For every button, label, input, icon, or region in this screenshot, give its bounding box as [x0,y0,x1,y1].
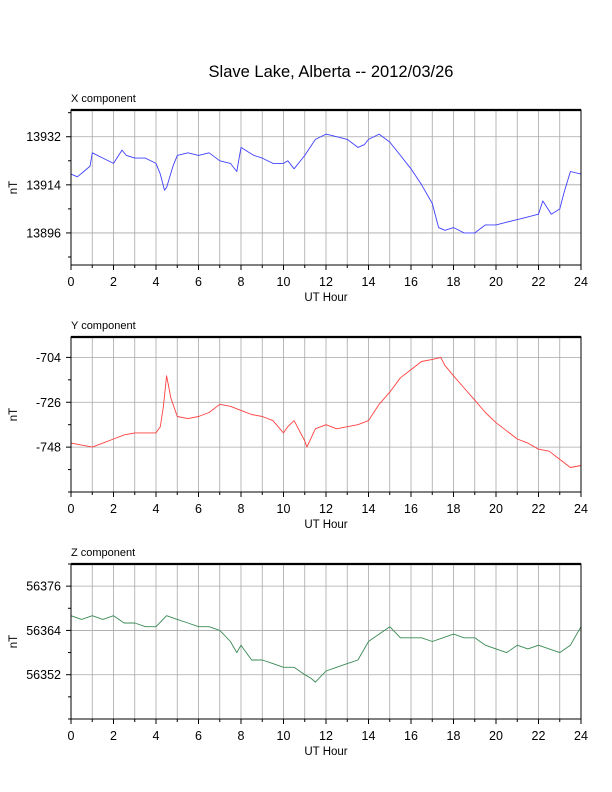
y-tick-label: 13932 [26,130,61,144]
x-tick-label: 18 [447,729,461,743]
x-tick-label: 14 [362,502,376,516]
panel-title: Z component [71,547,135,559]
x-tick-label: 20 [489,275,503,289]
y-tick-label: 56352 [26,668,61,682]
x-tick-label: 20 [489,729,503,743]
x-tick-label: 20 [489,502,503,516]
x-axis-label: UT Hour [304,292,347,304]
y-axis-label: nT [8,408,20,421]
x-axis-label: UT Hour [304,519,347,531]
x-tick-label: 0 [68,502,75,516]
y-tick-label: 13896 [26,226,61,240]
series-line [70,615,582,683]
x-tick-label: 24 [574,275,588,289]
y-tick-label: -704 [36,351,61,365]
x-axis-label: UT Hour [304,746,347,758]
x-tick-label: 14 [362,275,376,289]
x-tick-label: 12 [319,275,333,289]
x-tick-label: 4 [153,275,160,289]
x-tick-label: 10 [277,275,291,289]
y-tick-label: 56376 [26,580,61,594]
x-tick-label: 16 [404,729,418,743]
x-tick-label: 8 [238,502,245,516]
x-tick-label: 22 [532,275,546,289]
x-tick-label: 22 [532,502,546,516]
x-tick-label: 18 [447,502,461,516]
x-tick-label: 16 [404,502,418,516]
y-axis-label: nT [8,181,20,194]
y-tick-label: 13914 [26,178,61,192]
y-tick-label: -748 [36,441,61,455]
x-tick-label: 2 [110,275,117,289]
series-line [70,356,582,468]
y-axis-label: nT [8,635,20,648]
panel-title: X component [71,93,136,105]
x-tick-label: 0 [68,729,75,743]
x-tick-label: 24 [574,729,588,743]
x-tick-label: 22 [532,729,546,743]
y-tick-label: 56364 [26,624,61,638]
x-tick-label: 2 [110,502,117,516]
x-tick-label: 6 [195,502,202,516]
y-tick-label: -726 [36,396,61,410]
x-tick-label: 6 [195,729,202,743]
page-title: Slave Lake, Alberta -- 2012/03/26 [209,63,454,81]
x-tick-label: 10 [277,729,291,743]
x-tick-label: 8 [238,275,245,289]
x-tick-label: 6 [195,275,202,289]
x-tick-label: 16 [404,275,418,289]
panel-title: Y component [71,320,136,332]
x-tick-label: 8 [238,729,245,743]
x-tick-label: 12 [319,502,333,516]
x-tick-label: 2 [110,729,117,743]
x-tick-label: 4 [153,729,160,743]
x-tick-label: 10 [277,502,291,516]
x-tick-label: 18 [447,275,461,289]
series-line [70,133,582,234]
x-tick-label: 12 [319,729,333,743]
x-tick-label: 0 [68,275,75,289]
x-tick-label: 24 [574,502,588,516]
x-tick-label: 14 [362,729,376,743]
x-tick-label: 4 [153,502,160,516]
